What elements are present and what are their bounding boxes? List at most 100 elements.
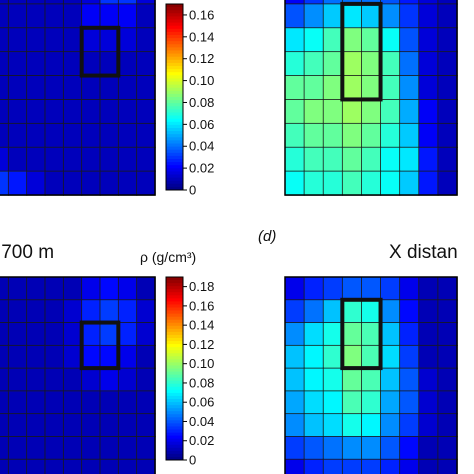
colorbar-swatch: [166, 417, 183, 421]
heatmap-cell: [81, 390, 101, 415]
heatmap-cell: [7, 75, 28, 101]
heatmap-cell: [0, 390, 10, 415]
right-panel-title: X distan: [389, 242, 458, 263]
heatmap-cell: [322, 99, 344, 125]
heatmap-cell: [322, 146, 344, 172]
heatmap-cell: [341, 146, 363, 172]
heatmap-cell: [99, 146, 120, 172]
panel-frame: [284, 0, 458, 196]
colorbar-tick-label: 0.08: [189, 95, 214, 110]
heatmap-cell: [7, 122, 28, 148]
heatmap-cell: [81, 170, 101, 196]
heatmap-cell: [322, 344, 344, 369]
colorbar-swatch: [166, 109, 183, 113]
colorbar-swatch: [166, 25, 183, 30]
heatmap-cell: [437, 99, 458, 125]
heatmap-cell: [418, 367, 439, 392]
colorbar-swatch: [166, 402, 183, 406]
heatmap-cell: [399, 299, 420, 324]
colorbar-swatch: [166, 165, 183, 169]
colorbar-tick-label: 0.18: [189, 279, 214, 294]
colorbar-swatch: [166, 450, 183, 455]
heatmap-cell: [303, 413, 324, 438]
heatmap-cell: [7, 276, 28, 301]
heatmap-cell: [380, 458, 401, 474]
heatmap-cell: [81, 99, 101, 125]
colorbar-tick-label: 0.16: [189, 298, 214, 313]
colorbar-tick-label: 0.06: [189, 117, 214, 132]
highlight-box: [79, 320, 121, 371]
colorbar-swatch: [166, 50, 183, 54]
left-panel-title: l700 m: [0, 242, 54, 263]
heatmap-cell: [117, 390, 138, 415]
colorbar-swatch: [166, 295, 183, 299]
heatmap-cell: [399, 344, 420, 369]
heatmap-cell: [117, 367, 138, 392]
heatmap-cell: [7, 170, 28, 196]
heatmap-cell: [136, 51, 156, 77]
heatmap-cell: [62, 170, 83, 196]
heatmap-cell: [361, 3, 382, 29]
heatmap-cell: [418, 27, 439, 53]
colorbar-swatch: [166, 338, 183, 342]
heatmap-cell: [303, 390, 324, 415]
heatmap-cell: [341, 390, 363, 415]
colorbar-swatch: [166, 344, 183, 348]
colorbar-swatch: [166, 183, 183, 188]
colorbar-swatch: [166, 405, 183, 409]
colorbar-swatch: [166, 420, 183, 424]
heatmap-cell: [99, 458, 120, 474]
highlight-box: [340, 297, 383, 371]
colorbar-swatch: [166, 186, 183, 191]
heatmap-cell: [62, 3, 83, 29]
heatmap-cell: [303, 27, 324, 53]
heatmap-cell: [44, 276, 65, 301]
heatmap-cell: [99, 344, 120, 369]
heatmap-cell: [399, 99, 420, 125]
colorbar-swatch: [166, 347, 183, 351]
heatmap-cell: [81, 299, 101, 324]
heatmap-cell: [380, 344, 401, 369]
colorbar-swatch: [166, 441, 183, 446]
heatmap-cell: [418, 75, 439, 101]
colorbar-swatch: [166, 359, 183, 363]
colorbar-tick-label: 0.14: [189, 29, 214, 44]
colorbar-swatch: [166, 356, 183, 360]
heatmap-cell: [81, 413, 101, 438]
colorbar-frame: [165, 3, 184, 191]
heatmap-cell: [44, 458, 65, 474]
heatmap-cell: [44, 390, 65, 415]
panel-label-d: (d): [258, 228, 276, 245]
heatmap-cell: [7, 99, 28, 125]
heatmap-cell: [380, 27, 401, 53]
colorbar-tick-label: 0.08: [189, 375, 214, 390]
colorbar-frame: [165, 276, 184, 461]
heatmap-cell: [303, 75, 324, 101]
heatmap-cell: [418, 3, 439, 29]
heatmap-cell: [361, 299, 382, 324]
heatmap-cell: [437, 344, 458, 369]
heatmap-cell: [136, 390, 156, 415]
heatmap-cell: [303, 322, 324, 347]
heatmap-cell: [284, 413, 305, 438]
heatmap-cell: [418, 413, 439, 438]
heatmap-cell: [44, 3, 65, 29]
colorbar-swatch: [166, 289, 183, 293]
colorbar-tick-label: 0: [189, 453, 196, 468]
heatmap-cell: [26, 299, 46, 324]
heatmap-cell: [322, 276, 344, 301]
heatmap-cell: [322, 436, 344, 460]
heatmap-cell: [26, 436, 46, 460]
heatmap-cell: [380, 146, 401, 172]
colorbar-swatch: [166, 155, 183, 160]
colorbar-swatch: [166, 41, 183, 45]
colorbar-tick-label: 0.12: [189, 51, 214, 66]
heatmap-cell: [399, 27, 420, 53]
heatmap-cell: [44, 436, 65, 460]
heatmap-cell: [62, 27, 83, 53]
heatmap-cell: [380, 276, 401, 301]
colorbar-swatch: [166, 90, 183, 95]
heatmap-cell: [0, 276, 10, 301]
colorbar-swatch: [166, 106, 183, 110]
colorbar-swatch: [166, 371, 183, 375]
